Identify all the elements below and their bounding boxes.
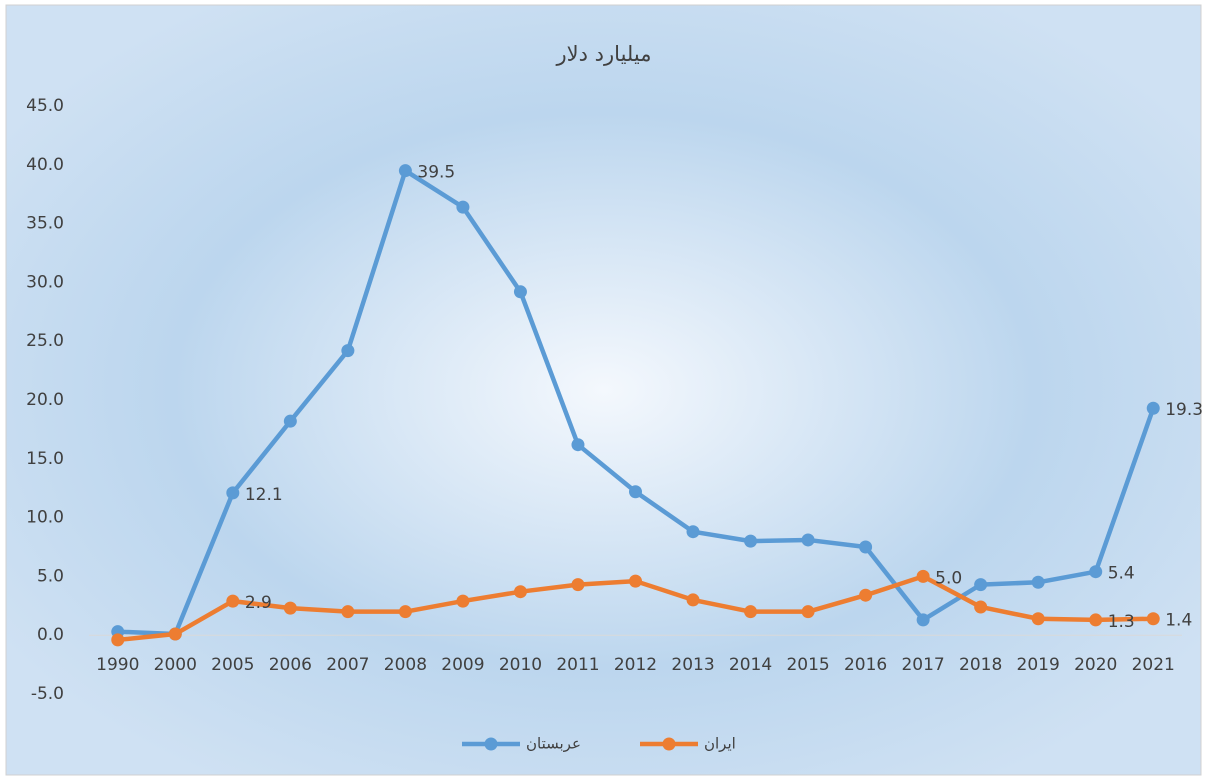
data-label: 5.0 [935, 568, 962, 588]
series-point [513, 285, 527, 299]
series-point [801, 605, 815, 619]
series-point [571, 578, 585, 592]
series-point [571, 438, 585, 452]
series-point [744, 534, 758, 548]
x-tick-label: 2012 [614, 655, 657, 675]
series-point [1089, 565, 1103, 579]
x-tick-label: 2017 [901, 655, 944, 675]
series-point [111, 633, 125, 647]
x-tick-label: 2013 [671, 655, 714, 675]
series-point [859, 588, 873, 602]
y-tick-label: 0.0 [37, 625, 64, 645]
series-point [398, 164, 412, 178]
data-label: 1.4 [1165, 611, 1192, 631]
series-point [283, 414, 297, 428]
x-tick-label: 2010 [499, 655, 542, 675]
x-tick-label: 2005 [211, 655, 254, 675]
series-point [226, 486, 240, 500]
y-tick-label: 30.0 [26, 272, 64, 292]
series-point [629, 574, 642, 588]
data-label: 39.5 [417, 163, 455, 183]
x-tick-label: 2015 [786, 655, 829, 675]
data-label: 19.3 [1165, 400, 1203, 420]
y-tick-label: 20.0 [26, 390, 64, 410]
legend-label: ایران [704, 735, 736, 753]
chart-title: میلیارد دلار [556, 42, 652, 66]
data-label: 2.9 [245, 593, 272, 613]
series-point [341, 344, 355, 358]
series-point [686, 593, 700, 607]
x-tick-label: 2006 [269, 655, 312, 675]
series-point [226, 594, 240, 608]
x-tick-label: 2011 [556, 655, 599, 675]
x-tick-label: 2016 [844, 655, 887, 675]
x-tick-label: 2021 [1132, 655, 1175, 675]
series-point [686, 525, 700, 539]
y-tick-label: 10.0 [26, 508, 64, 528]
series-point [1146, 401, 1160, 415]
series-point [1031, 612, 1045, 626]
series-point [398, 605, 412, 619]
series-point [859, 540, 873, 554]
series-point [456, 200, 470, 214]
series-point [283, 601, 297, 615]
series-point [1146, 612, 1160, 626]
x-tick-label: 2000 [154, 655, 197, 675]
series-point [513, 585, 527, 599]
y-tick-label: 25.0 [26, 331, 64, 351]
data-label: 5.4 [1108, 564, 1135, 584]
chart-background [5, 4, 1202, 776]
data-label: 12.1 [245, 485, 283, 505]
series-point [974, 600, 988, 614]
y-tick-label: -5.0 [31, 684, 64, 704]
series-point [916, 613, 930, 627]
x-tick-label: 2014 [729, 655, 772, 675]
series-point [1031, 575, 1045, 589]
series-point [801, 533, 815, 547]
series-point [1089, 613, 1103, 627]
legend-marker [662, 737, 676, 751]
x-tick-label: 2019 [1017, 655, 1060, 675]
x-tick-label: 2018 [959, 655, 1002, 675]
y-tick-label: 45.0 [26, 96, 64, 116]
y-tick-label: 35.0 [26, 214, 64, 234]
y-tick-label: 15.0 [26, 449, 64, 469]
series-point [744, 605, 758, 619]
series-point [629, 485, 642, 499]
series-point [974, 578, 988, 592]
y-tick-label: 5.0 [37, 566, 64, 586]
series-point [341, 605, 355, 619]
series-point [168, 627, 182, 641]
series-point [916, 569, 930, 583]
x-tick-label: 2020 [1074, 655, 1117, 675]
y-tick-label: 40.0 [26, 155, 64, 175]
x-tick-label: 2008 [384, 655, 427, 675]
legend-label: عربستان [526, 735, 581, 753]
series-point [456, 594, 470, 608]
data-label: 1.3 [1108, 612, 1135, 632]
x-tick-label: 1990 [96, 655, 139, 675]
x-tick-label: 2007 [326, 655, 369, 675]
legend-marker [484, 737, 498, 751]
x-tick-label: 2009 [441, 655, 484, 675]
